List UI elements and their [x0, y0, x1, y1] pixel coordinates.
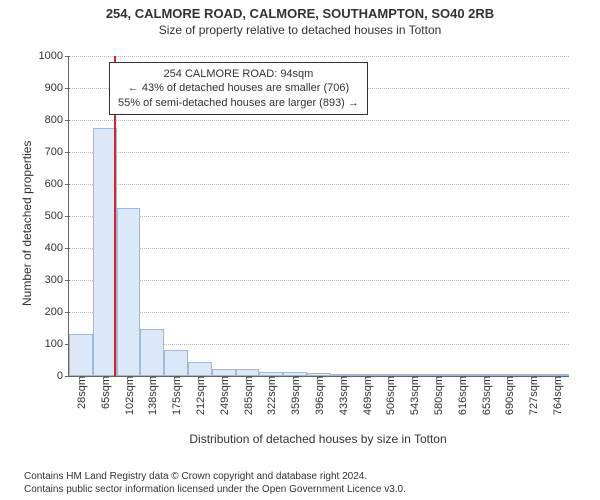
chart-title: 254, CALMORE ROAD, CALMORE, SOUTHAMPTON,… — [0, 0, 600, 21]
y-tick-label: 900 — [45, 82, 69, 94]
x-tick-label: 616sqm — [455, 376, 469, 415]
x-tick-label: 433sqm — [336, 376, 350, 415]
x-tick-label: 249sqm — [217, 376, 231, 415]
x-tick-label: 65sqm — [98, 376, 112, 409]
y-tick-label: 400 — [45, 242, 69, 254]
x-tick-label: 28sqm — [74, 376, 88, 409]
plot-area: 0100200300400500600700800900100028sqm65s… — [68, 56, 569, 377]
y-tick-label: 500 — [45, 210, 69, 222]
x-tick-label: 506sqm — [383, 376, 397, 415]
annotation-box: 254 CALMORE ROAD: 94sqm ← 43% of detache… — [109, 62, 368, 115]
gridline — [69, 152, 569, 153]
x-tick-label: 727sqm — [526, 376, 540, 415]
gridline — [69, 312, 569, 313]
gridline — [69, 184, 569, 185]
annotation-line: 254 CALMORE ROAD: 94sqm — [118, 67, 359, 81]
chart-area: Number of detached properties 0100200300… — [68, 56, 568, 376]
y-tick-label: 700 — [45, 146, 69, 158]
histogram-bar — [69, 334, 93, 376]
y-tick-label: 200 — [45, 306, 69, 318]
x-tick-label: 764sqm — [550, 376, 564, 415]
y-tick-label: 600 — [45, 178, 69, 190]
gridline — [69, 216, 569, 217]
histogram-bar — [140, 329, 164, 376]
x-axis-label: Distribution of detached houses by size … — [68, 432, 568, 446]
histogram-bar — [236, 369, 260, 376]
y-tick-label: 0 — [57, 370, 69, 382]
footer-attribution: Contains HM Land Registry data © Crown c… — [24, 471, 406, 496]
y-tick-label: 300 — [45, 274, 69, 286]
footer-line: Contains public sector information licen… — [24, 484, 406, 497]
x-tick-label: 212sqm — [193, 376, 207, 415]
x-tick-label: 580sqm — [431, 376, 445, 415]
x-tick-label: 175sqm — [169, 376, 183, 415]
chart-subtitle: Size of property relative to detached ho… — [0, 21, 600, 37]
x-tick-label: 543sqm — [407, 376, 421, 415]
x-tick-label: 359sqm — [288, 376, 302, 415]
x-tick-label: 469sqm — [360, 376, 374, 415]
x-tick-label: 285sqm — [241, 376, 255, 415]
x-tick-label: 138sqm — [145, 376, 159, 415]
x-tick-label: 653sqm — [479, 376, 493, 415]
gridline — [69, 56, 569, 57]
y-tick-label: 1000 — [39, 50, 69, 62]
y-axis-label: Number of detached properties — [20, 141, 34, 306]
annotation-line: ← 43% of detached houses are smaller (70… — [118, 81, 359, 95]
y-tick-label: 800 — [45, 114, 69, 126]
x-tick-label: 322sqm — [264, 376, 278, 415]
histogram-bar — [164, 350, 188, 376]
footer-line: Contains HM Land Registry data © Crown c… — [24, 471, 406, 484]
histogram-bar — [188, 362, 212, 376]
y-tick-label: 100 — [45, 338, 69, 350]
gridline — [69, 248, 569, 249]
histogram-bar — [212, 369, 236, 376]
histogram-bar — [117, 208, 141, 376]
x-tick-label: 690sqm — [502, 376, 516, 415]
gridline — [69, 280, 569, 281]
x-tick-label: 102sqm — [122, 376, 136, 415]
gridline — [69, 120, 569, 121]
annotation-line: 55% of semi-detached houses are larger (… — [118, 96, 359, 110]
x-tick-label: 396sqm — [312, 376, 326, 415]
